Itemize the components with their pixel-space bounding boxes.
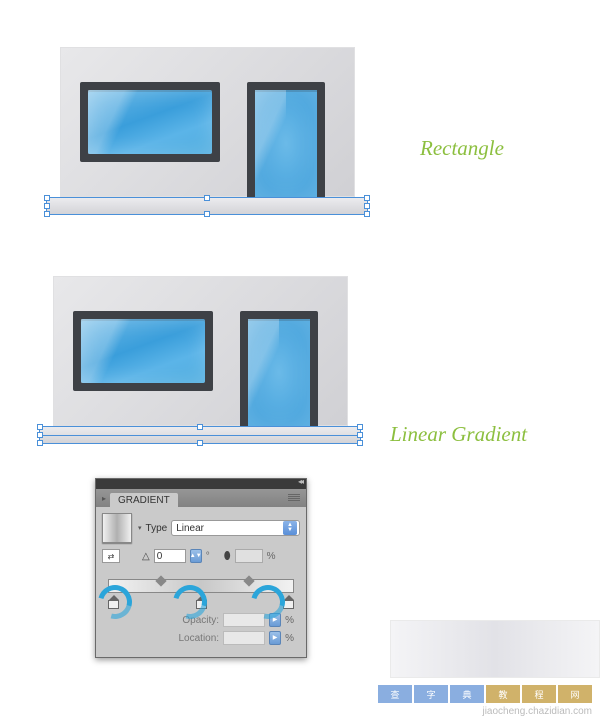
wm-char: 字 <box>414 685 448 703</box>
door-1 <box>247 82 325 197</box>
sel-handle[interactable] <box>197 424 203 430</box>
wm-char: 典 <box>450 685 484 703</box>
angle-degree-icon: ° <box>206 551 210 562</box>
door-2 <box>240 311 318 426</box>
door-glass-2 <box>248 319 310 426</box>
gradient-tab[interactable]: GRADIENT <box>110 493 178 508</box>
gradient-annotator[interactable] <box>40 435 360 436</box>
label-rectangle: Rectangle <box>420 136 504 161</box>
sel-handle[interactable] <box>44 203 50 209</box>
label-linear-gradient: Linear Gradient <box>390 422 527 447</box>
aspect-ratio-icon: ⬮ <box>224 550 231 563</box>
watermark-logo: 查 字 典 教 程 网 <box>378 683 592 705</box>
sel-handle[interactable] <box>204 211 210 217</box>
gradient-panel: ▸ GRADIENT ▾ Type Linear ▲▼ ⇄ △ 0 ▲▼ ° ⬮ <box>95 478 307 658</box>
wm-char: 查 <box>378 685 412 703</box>
window-glass-2 <box>81 319 205 383</box>
gradient-swatch[interactable] <box>102 513 132 543</box>
midpoint-stop[interactable] <box>155 575 166 586</box>
pct-label: % <box>285 633 294 644</box>
door-glass-1 <box>255 90 317 197</box>
sel-handle[interactable] <box>44 211 50 217</box>
wm-char: 程 <box>522 685 556 703</box>
pct-label: % <box>267 551 276 562</box>
type-label: Type <box>146 523 168 534</box>
window-1 <box>80 82 220 162</box>
gradient-type-value: Linear <box>176 523 204 534</box>
sel-handle[interactable] <box>364 203 370 209</box>
watermark-text: jiaocheng.chazidian.com <box>482 706 592 717</box>
sel-handle[interactable] <box>364 211 370 217</box>
wm-char: 网 <box>558 685 592 703</box>
wm-char: 教 <box>486 685 520 703</box>
sel-handle[interactable] <box>357 440 363 446</box>
gradient-slider[interactable] <box>108 573 294 607</box>
gradient-type-dropdown[interactable]: Linear ▲▼ <box>171 520 300 536</box>
gradient-preview <box>390 620 600 678</box>
panel-collapse-bar[interactable] <box>96 479 306 489</box>
door-glare-1 <box>255 90 286 197</box>
angle-icon: △ <box>142 551 150 562</box>
sel-handle[interactable] <box>357 432 363 438</box>
window-glare-2 <box>81 319 143 383</box>
window-2 <box>73 311 213 391</box>
window-glare-1 <box>88 90 150 154</box>
location-input[interactable] <box>223 631 265 645</box>
window-glass-1 <box>88 90 212 154</box>
dropdown-caret-icon[interactable]: ▾ <box>138 524 142 532</box>
angle-stepper[interactable]: ▲▼ <box>190 549 202 563</box>
dropdown-arrows-icon: ▲▼ <box>283 521 297 535</box>
sel-handle[interactable] <box>37 424 43 430</box>
selection-box-2[interactable] <box>39 426 361 444</box>
midpoint-stop[interactable] <box>243 575 254 586</box>
location-label: Location: <box>159 633 219 644</box>
aspect-ratio-input[interactable] <box>235 549 263 563</box>
panel-body: ▾ Type Linear ▲▼ ⇄ △ 0 ▲▼ ° ⬮ % <box>96 507 306 657</box>
door-glare-2 <box>248 319 279 426</box>
location-stepper[interactable]: ▶ <box>269 631 281 645</box>
sel-handle[interactable] <box>204 195 210 201</box>
sel-handle[interactable] <box>357 424 363 430</box>
sel-handle[interactable] <box>197 440 203 446</box>
sel-handle[interactable] <box>44 195 50 201</box>
panel-tabs: ▸ GRADIENT <box>96 489 306 507</box>
reverse-gradient-button[interactable]: ⇄ <box>102 549 120 563</box>
sel-handle[interactable] <box>37 432 43 438</box>
selection-box-1[interactable] <box>46 197 368 215</box>
pct-label: % <box>285 615 294 626</box>
sel-handle[interactable] <box>37 440 43 446</box>
angle-input[interactable]: 0 <box>154 549 186 563</box>
tab-expand-icon[interactable]: ▸ <box>102 494 106 503</box>
sel-handle[interactable] <box>364 195 370 201</box>
